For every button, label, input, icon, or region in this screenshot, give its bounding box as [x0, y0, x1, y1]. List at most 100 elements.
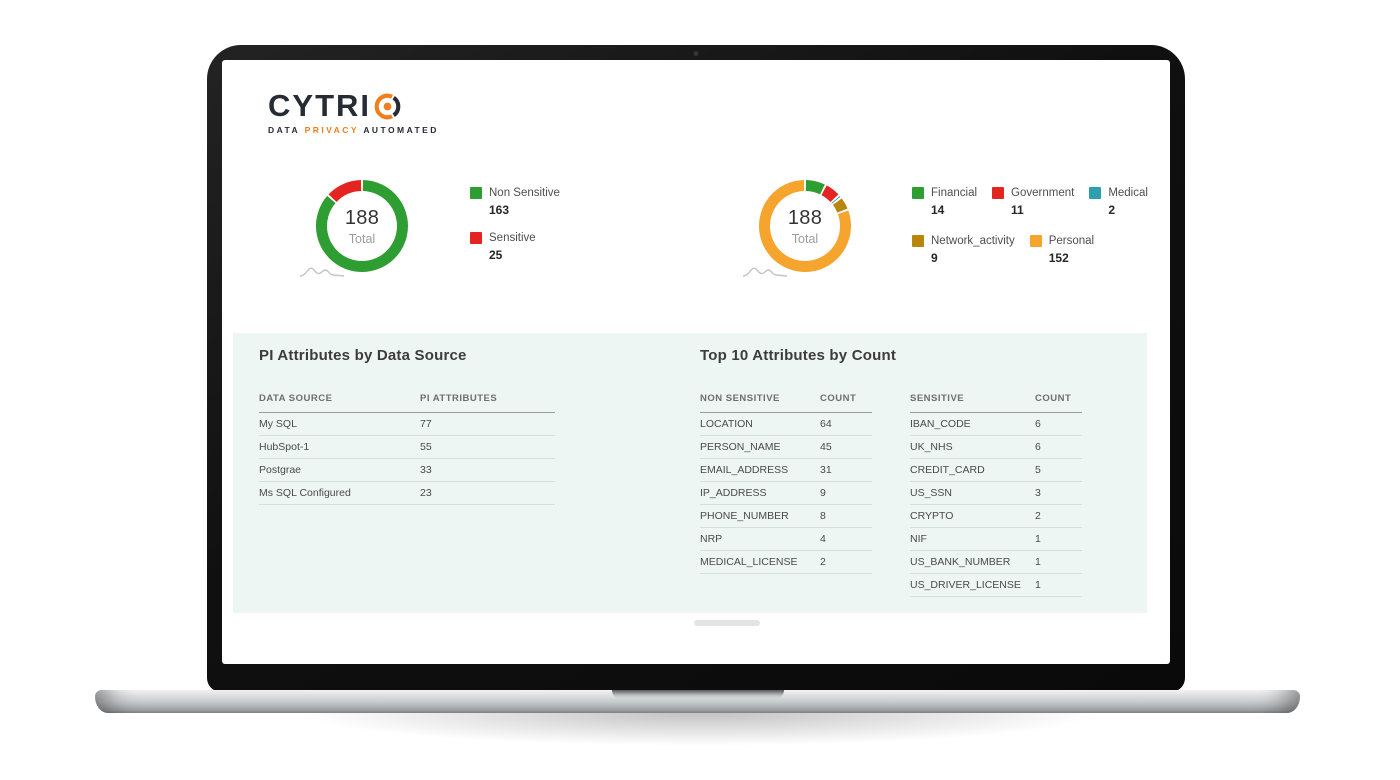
cell-value: 4 [820, 533, 826, 545]
cell-value: 77 [420, 418, 432, 430]
tagline-word: AUTOMATED [363, 125, 439, 135]
cell-value: 6 [1035, 441, 1041, 453]
cell-label: US_BANK_NUMBER [910, 556, 1011, 568]
cell-value: 55 [420, 441, 432, 453]
donut-segment-sensitive[interactable] [328, 180, 362, 203]
laptop-screen-bezel: CYTRI DATA PRIVACY AUTOMATED [207, 45, 1185, 692]
legend-item[interactable]: Non Sensitive 163 [470, 187, 560, 217]
table-row: Ms SQL Configured 23 [259, 482, 555, 505]
laptop-shadow [115, 713, 1285, 761]
table-row: Postgrae 33 [259, 459, 555, 482]
legend-value: 14 [931, 203, 945, 217]
table-row: CRYPTO 2 [910, 505, 1082, 528]
column-header: DATA SOURCE [259, 393, 333, 404]
donut-segment-network-activity[interactable] [832, 198, 848, 213]
section-title-data-source: PI Attributes by Data Source [259, 347, 467, 364]
cell-value: 3 [1035, 487, 1041, 499]
cell-value: 1 [1035, 579, 1041, 591]
section-title-top-attributes: Top 10 Attributes by Count [700, 347, 897, 364]
logo-wordmark: CYTRI [268, 90, 439, 121]
legend-value: 25 [489, 248, 503, 262]
horizontal-scrollbar[interactable] [694, 620, 760, 626]
dashboard-screen: CYTRI DATA PRIVACY AUTOMATED [222, 60, 1170, 664]
legend-swatch-icon [1089, 187, 1102, 199]
logo-text: CYTRI [268, 88, 371, 123]
donut-segment-non-sensitive[interactable] [316, 180, 408, 272]
cell-label: HubSpot-1 [259, 441, 310, 453]
column-header: SENSITIVE [910, 393, 965, 404]
legend-label: Sensitive [489, 232, 536, 244]
cell-value: 64 [820, 418, 832, 430]
legend-value: 11 [1011, 203, 1024, 217]
cell-value: 23 [420, 487, 432, 499]
table-row: UK_NHS 6 [910, 436, 1082, 459]
table-row: HubSpot-1 55 [259, 436, 555, 459]
legend-swatch-icon [470, 187, 482, 199]
cell-label: CREDIT_CARD [910, 464, 985, 476]
cell-label: Ms SQL Configured [259, 487, 351, 499]
legend-item[interactable]: Financial 14 [912, 187, 977, 217]
legend-item[interactable]: Government 11 [992, 187, 1074, 217]
cell-label: PHONE_NUMBER [700, 510, 789, 522]
tables-panel: PI Attributes by Data Source DATA SOURCE… [233, 333, 1147, 613]
table-row: NRP 4 [700, 528, 872, 551]
cell-value: 1 [1035, 533, 1041, 545]
cell-label: NRP [700, 533, 723, 545]
legend-swatch-icon [992, 187, 1005, 199]
sensitivity-legend: Non Sensitive 163 Sensitive 25 [470, 187, 560, 262]
cell-label: IP_ADDRESS [700, 487, 767, 499]
table-header-row: DATA SOURCE PI ATTRIBUTES [259, 393, 555, 413]
table-row: NIF 1 [910, 528, 1082, 551]
logo-tagline: DATA PRIVACY AUTOMATED [268, 125, 439, 135]
cell-value: 5 [1035, 464, 1041, 476]
table-row: US_SSN 3 [910, 482, 1082, 505]
legend-label: Financial [931, 187, 978, 199]
table-row: CREDIT_CARD 5 [910, 459, 1082, 482]
logo-o-icon [374, 93, 401, 120]
laptop-base [95, 690, 1300, 713]
legend-swatch-icon [470, 232, 482, 244]
chart-watermark-icon [298, 263, 346, 279]
column-header: PI ATTRIBUTES [420, 393, 498, 404]
donut-segment-personal[interactable] [759, 180, 851, 272]
legend-swatch-icon [912, 235, 924, 247]
cell-label: NIF [910, 533, 927, 545]
table-row: EMAIL_ADDRESS 31 [700, 459, 872, 482]
cell-label: My SQL [259, 418, 297, 430]
table-row: MEDICAL_LICENSE 2 [700, 551, 872, 574]
webcam-icon [693, 51, 699, 56]
legend-label: Medical [1108, 187, 1148, 199]
data-source-table: DATA SOURCE PI ATTRIBUTES My SQL 77 HubSpo… [259, 393, 555, 505]
cell-label: MEDICAL_LICENSE [700, 556, 798, 568]
legend-swatch-icon [912, 187, 924, 199]
cell-label: PERSON_NAME [700, 441, 781, 453]
cell-label: Postgrae [259, 464, 302, 476]
legend-item[interactable]: Sensitive 25 [470, 232, 560, 262]
cell-label: IBAN_CODE [910, 418, 971, 430]
cell-value: 2 [820, 556, 826, 568]
column-header: NON SENSITIVE [700, 393, 780, 404]
legend-item[interactable]: Medical 2 [1089, 187, 1148, 217]
cell-label: CRYPTO [910, 510, 954, 522]
cell-value: 1 [1035, 556, 1041, 568]
column-header: COUNT [1035, 393, 1072, 404]
cytrio-logo: CYTRI DATA PRIVACY AUTOMATED [268, 90, 439, 135]
non-sensitive-table: NON SENSITIVE COUNT LOCATION 64 PERSON_NAM… [700, 393, 872, 574]
donut-segment-medical[interactable] [831, 195, 841, 204]
cell-value: 45 [820, 441, 832, 453]
legend-value: 2 [1108, 203, 1115, 217]
legend-swatch-icon [1029, 235, 1042, 247]
donut-segment-government[interactable] [821, 185, 839, 203]
cell-label: US_SSN [910, 487, 953, 499]
donut-segment-financial[interactable] [805, 180, 825, 195]
legend-label: Network_activity [931, 235, 1015, 247]
legend-item[interactable]: Network_activity 9 [912, 235, 1015, 265]
legend-value: 163 [489, 203, 510, 217]
cell-value: 6 [1035, 418, 1041, 430]
cell-label: UK_NHS [910, 441, 953, 453]
legend-label: Government [1011, 187, 1075, 199]
legend-value: 152 [1048, 251, 1069, 265]
legend-item[interactable]: Personal 152 [1029, 235, 1094, 265]
laptop-lid-notch [611, 690, 784, 699]
cell-value: 33 [420, 464, 432, 476]
